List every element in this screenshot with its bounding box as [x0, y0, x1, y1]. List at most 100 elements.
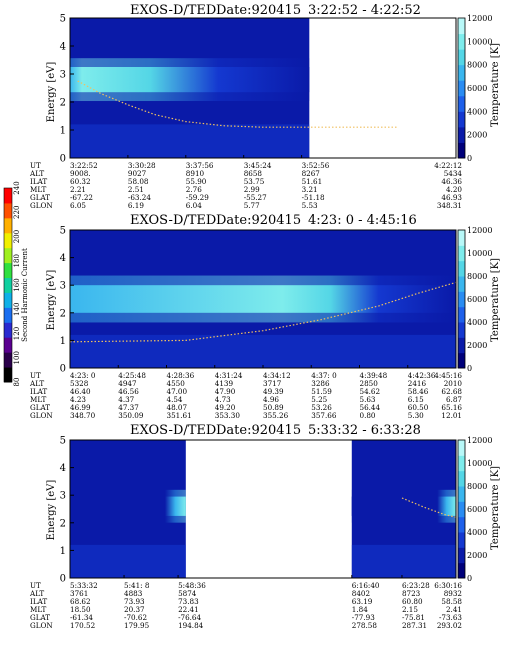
p3-colorbar-swatch-0	[458, 562, 465, 579]
panel-3-time-range: 5:33:32 - 6:33:28	[308, 423, 421, 438]
p3-cell-ilat-2: 73.83	[178, 597, 199, 606]
p1-row-label-ut: UT	[30, 161, 41, 170]
p1-ytick-1: 1	[60, 126, 66, 137]
p2-cell-alt-7: 2416	[408, 379, 427, 388]
p2-colorbar-swatch-2	[458, 322, 465, 338]
p1-cell-ut-0: 3:22:52	[70, 161, 98, 170]
p2-cell-ut-0: 4:23: 0	[70, 371, 96, 380]
panel-2: EXOS-D/TED Date:920415 4:23: 0 - 4:45:16…	[29, 213, 501, 420]
p2-cell-glon-7: 5.30	[408, 411, 424, 420]
harmonic-tick-6: 200	[13, 230, 21, 243]
p2-cell-ut-7: 4:42:36	[408, 371, 436, 380]
panel-3-ylabel: Energy [eV]	[46, 480, 57, 541]
p1-colorbar-swatch-4	[458, 80, 465, 97]
p1-cell-glat-3: -55.27	[244, 193, 267, 202]
harmonic-swatch-2	[4, 337, 12, 353]
p2-band-0	[70, 285, 456, 313]
p2-cell-alt-2: 4550	[167, 379, 186, 388]
p2-cell-ilat-3: 47.90	[215, 387, 236, 396]
p1-row-label-alt: ALT	[29, 169, 44, 178]
p2-ytick-0: 0	[60, 364, 66, 375]
p2-cell-alt-1: 4947	[118, 379, 137, 388]
p2-cell-glat-6: 56.44	[360, 403, 381, 412]
p1-cell-mlt-0: 2.21	[70, 185, 86, 194]
p3-cell-alt-5: 8932	[444, 589, 462, 598]
p3-row-label-glat: GLAT	[30, 613, 50, 622]
harmonic-colorbar: 80 100 120 140 160 180 200 220 240 Second Harmon…	[3, 181, 29, 386]
p1-colorbar-swatch-6	[458, 49, 465, 66]
harmonic-swatch-0	[4, 367, 12, 383]
p3-low-energy-strip-1	[351, 544, 456, 578]
panel-3-plot: 0 1 2 3 4 5 0 2000 4000 6000 8000 10000 12000	[60, 436, 493, 585]
p2-colorbar-swatch-8	[458, 230, 465, 246]
p3-cell-mlt-2: 22.41	[178, 605, 199, 614]
harmonic-swatch-9	[4, 232, 12, 249]
p2-cell-ut-2: 4:28:36	[167, 371, 195, 380]
p2-row-label-glat: GLAT	[30, 403, 50, 412]
p2-cell-glat-7: 60.50	[408, 403, 429, 412]
panel-2-title: EXOS-D/TED	[130, 213, 216, 228]
p3-row-label-ilat: ILAT	[30, 597, 47, 606]
panel-3-date: Date:920415	[216, 423, 301, 438]
p1-cell-alt-3: 8658	[244, 169, 263, 178]
harmonic-swatch-6	[4, 277, 12, 293]
harmonic-swatch-5	[4, 292, 12, 308]
p2-cell-glat-2: 48.07	[167, 403, 188, 412]
p1-cell-alt-0: 9008.	[70, 169, 91, 178]
p2-colorbar-swatch-1	[458, 337, 465, 354]
p3-colorbar-swatch-3	[458, 516, 465, 533]
panel-1-title: EXOS-D/TED	[130, 3, 216, 18]
p1-ytick-4: 4	[60, 42, 66, 53]
p1-cell-glat-1: -63.24	[128, 193, 151, 202]
p2-cell-glat-0: 46.99	[70, 403, 91, 412]
p3-cell-glon-4: 287.31	[402, 621, 427, 630]
p1-cell-ilat-2: 55.90	[186, 177, 207, 186]
p1-row-label-ilat: ILAT	[30, 177, 47, 186]
p2-cell-mlt-4: 4.96	[263, 395, 279, 404]
p3-cell-alt-2: 5874	[178, 589, 197, 598]
p3-row-label-glon: GLON	[30, 621, 53, 630]
p2-cell-ilat-2: 47.00	[167, 387, 188, 396]
p2-cell-ut-1: 4:25:48	[118, 371, 146, 380]
p2-colorbar-swatch-0	[458, 352, 465, 369]
p3-y2tick-6: 12000	[467, 436, 492, 445]
p1-cell-ilat-4: 51.61	[302, 177, 323, 186]
panel-1-plot: 0 1 2 3 4 5 0 2000 4000 6000 8000 10000 12000	[60, 14, 493, 165]
p3-cell-glon-5: 293.02	[437, 621, 462, 630]
p2-y2tick-3: 6000	[467, 295, 487, 304]
p2-colorbar-swatch-5	[458, 276, 465, 292]
p2-cell-alt-0: 5328	[70, 379, 89, 388]
p2-cell-glat-4: 50.89	[263, 403, 284, 412]
p1-colorbar-swatch-5	[458, 64, 465, 81]
p2-y2tick-5: 10000	[467, 249, 492, 258]
p2-cell-glon-5: 357.66	[311, 411, 337, 420]
p1-cell-glon-4: 5.53	[302, 201, 318, 210]
harmonic-swatch-4	[4, 307, 12, 323]
p3-row-label-mlt: MLT	[30, 605, 47, 614]
p1-colorbar-swatch-8	[458, 18, 465, 35]
p2-cell-glat-1: 47.37	[118, 403, 139, 412]
p1-cell-alt-4: 8267	[302, 169, 321, 178]
panel-2-y2label: Temperature [K]	[490, 258, 501, 342]
p2-cell-mlt-5: 5.25	[311, 395, 327, 404]
harmonic-tick-5: 180	[13, 254, 21, 267]
p2-row-label-ilat: ILAT	[30, 387, 47, 396]
p1-cell-alt-2: 8910	[186, 169, 205, 178]
p1-cell-mlt-3: 2.99	[244, 185, 260, 194]
panel-2-time-range: 4:23: 0 - 4:45:16	[308, 213, 417, 228]
p2-cell-mlt-6: 5.63	[360, 395, 376, 404]
p2-y2tick-1: 2000	[467, 341, 487, 350]
p3-cell-ut-2: 5:48:36	[178, 581, 206, 590]
p3-y2tick-1: 2000	[467, 551, 487, 560]
p3-cell-glat-2: -76.64	[178, 613, 201, 622]
p3-colorbar-swatch-5	[458, 486, 465, 502]
p3-cell-ut-1: 5:41: 8	[124, 581, 150, 590]
p3-ytick-4: 4	[60, 463, 66, 474]
p2-cell-ut-6: 4:39:48	[360, 371, 388, 380]
p3-cell-glat-4: -75.81	[402, 613, 425, 622]
p3-cell-ilat-3: 63.19	[352, 597, 373, 606]
p1-cell-glon-1: 6.19	[128, 201, 144, 210]
p3-cell-alt-3: 8402	[352, 589, 370, 598]
p2-cell-alt-4: 3717	[263, 379, 282, 388]
